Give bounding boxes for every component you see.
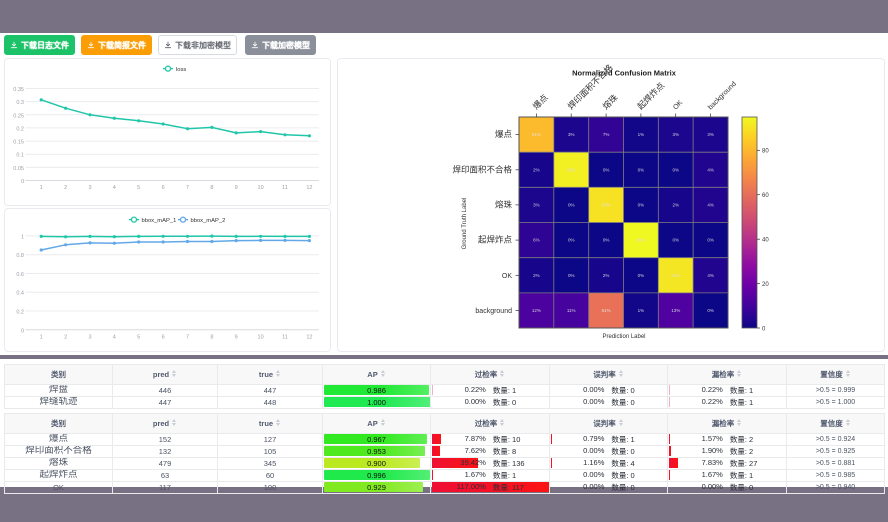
svg-text:0%: 0% — [638, 273, 645, 278]
svg-text:93%: 93% — [567, 167, 576, 172]
svg-text:0: 0 — [21, 328, 24, 334]
svg-text:3%: 3% — [533, 202, 540, 207]
svg-text:0: 0 — [21, 179, 24, 185]
svg-text:6: 6 — [162, 185, 165, 191]
svg-text:12: 12 — [306, 335, 312, 341]
svg-text:焊印面积不合格: 焊印面积不合格 — [452, 164, 512, 174]
svg-text:3: 3 — [88, 185, 91, 191]
svg-text:起焊炸点: 起焊炸点 — [635, 80, 666, 111]
svg-text:6: 6 — [162, 335, 165, 341]
svg-text:0.25: 0.25 — [13, 113, 24, 119]
svg-text:4%: 4% — [707, 202, 714, 207]
svg-text:40: 40 — [762, 238, 769, 244]
svg-text:bbox_mAP_1: bbox_mAP_1 — [142, 218, 177, 224]
svg-text:熔珠: 熔珠 — [600, 92, 619, 111]
svg-text:1: 1 — [40, 185, 43, 191]
svg-text:Normalized Confusion Matrix: Normalized Confusion Matrix — [572, 69, 677, 78]
svg-text:7: 7 — [186, 335, 189, 341]
svg-text:5: 5 — [137, 185, 140, 191]
svg-text:1: 1 — [40, 335, 43, 341]
svg-text:2: 2 — [64, 335, 67, 341]
svg-text:6%: 6% — [533, 238, 540, 243]
svg-text:0.4: 0.4 — [16, 291, 24, 297]
svg-text:OK: OK — [502, 273, 512, 280]
svg-text:10: 10 — [258, 335, 264, 341]
svg-text:2%: 2% — [533, 167, 540, 172]
svg-text:8: 8 — [210, 335, 213, 341]
svg-text:起焊炸点: 起焊炸点 — [478, 235, 513, 245]
svg-text:0.15: 0.15 — [13, 140, 24, 146]
svg-text:0%: 0% — [568, 238, 575, 243]
svg-text:0.8: 0.8 — [16, 253, 24, 259]
svg-text:1%: 1% — [638, 308, 645, 313]
svg-text:爆点: 爆点 — [531, 92, 550, 111]
svg-text:background: background — [475, 308, 512, 315]
svg-text:2: 2 — [64, 185, 67, 191]
svg-text:10: 10 — [258, 185, 264, 191]
svg-text:0%: 0% — [638, 167, 645, 172]
svg-text:11: 11 — [282, 335, 288, 341]
svg-text:熔珠: 熔珠 — [495, 199, 513, 209]
svg-text:0%: 0% — [672, 238, 679, 243]
svg-text:1: 1 — [21, 234, 24, 240]
svg-text:3%: 3% — [707, 132, 714, 137]
svg-text:2%: 2% — [672, 202, 679, 207]
svg-text:5: 5 — [137, 335, 140, 341]
svg-text:0.2: 0.2 — [16, 310, 24, 316]
svg-text:0: 0 — [762, 326, 766, 332]
svg-text:bbox_mAP_2: bbox_mAP_2 — [191, 218, 226, 224]
svg-text:8: 8 — [210, 185, 213, 191]
svg-text:3%: 3% — [672, 132, 679, 137]
svg-text:2%: 2% — [533, 273, 540, 278]
svg-text:Ground Truth Label: Ground Truth Label — [462, 198, 468, 250]
svg-text:0.6: 0.6 — [16, 272, 24, 278]
svg-text:12: 12 — [306, 185, 312, 191]
svg-text:0.35: 0.35 — [13, 87, 24, 93]
svg-text:0%: 0% — [638, 202, 645, 207]
svg-text:0%: 0% — [568, 273, 575, 278]
svg-text:9: 9 — [235, 335, 238, 341]
svg-text:3%: 3% — [568, 132, 575, 137]
svg-text:4%: 4% — [707, 167, 714, 172]
svg-text:4%: 4% — [707, 273, 714, 278]
svg-text:爆点: 爆点 — [495, 129, 513, 139]
svg-text:0%: 0% — [603, 167, 610, 172]
svg-text:9: 9 — [235, 185, 238, 191]
svg-text:4: 4 — [113, 335, 116, 341]
svg-text:11: 11 — [282, 185, 288, 191]
svg-text:0.1: 0.1 — [16, 153, 24, 159]
svg-text:0.3: 0.3 — [16, 100, 24, 106]
svg-text:0.05: 0.05 — [13, 166, 24, 172]
svg-text:0%: 0% — [707, 238, 714, 243]
svg-text:81%: 81% — [532, 132, 541, 137]
svg-text:1%: 1% — [638, 132, 645, 137]
svg-text:80: 80 — [762, 149, 769, 155]
svg-text:Prediction Label: Prediction Label — [602, 334, 645, 340]
svg-text:0%: 0% — [603, 238, 610, 243]
svg-text:11%: 11% — [567, 308, 576, 313]
svg-text:13%: 13% — [671, 308, 680, 313]
svg-text:95%: 95% — [636, 238, 645, 243]
svg-text:61%: 61% — [602, 308, 611, 313]
svg-text:2%: 2% — [603, 273, 610, 278]
svg-text:7: 7 — [186, 185, 189, 191]
svg-text:0%: 0% — [568, 202, 575, 207]
svg-text:background: background — [707, 81, 738, 112]
svg-text:20: 20 — [762, 282, 769, 288]
svg-text:0.2: 0.2 — [16, 126, 24, 132]
svg-text:OK: OK — [672, 99, 684, 111]
svg-text:0%: 0% — [672, 167, 679, 172]
svg-text:3: 3 — [88, 335, 91, 341]
svg-text:60: 60 — [762, 193, 769, 199]
svg-text:0%: 0% — [707, 308, 714, 313]
svg-text:12%: 12% — [532, 308, 541, 313]
svg-text:4: 4 — [113, 185, 116, 191]
svg-text:90%: 90% — [602, 202, 611, 207]
svg-text:91%: 91% — [671, 273, 680, 278]
svg-text:7%: 7% — [603, 132, 610, 137]
svg-text:loss: loss — [176, 67, 186, 73]
